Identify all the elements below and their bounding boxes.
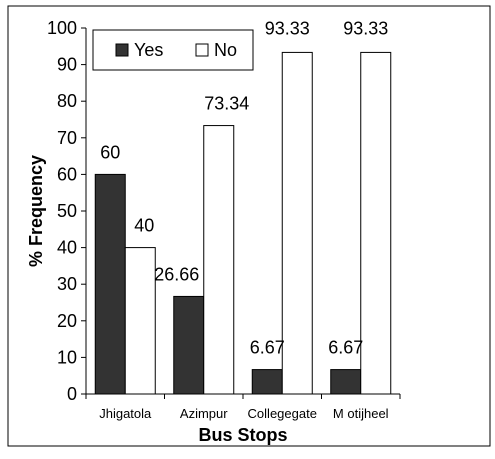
data-label: 26.66 [154, 264, 199, 284]
y-tick-label: 30 [57, 274, 77, 294]
data-label: 93.33 [265, 18, 310, 38]
data-label: 6.67 [328, 338, 363, 358]
y-tick-label: 20 [57, 311, 77, 331]
legend-label-no: No [214, 40, 237, 60]
y-tick-label: 0 [67, 384, 77, 404]
data-label: 73.34 [204, 94, 249, 114]
bar-yes [173, 295, 205, 395]
x-tick-label: Azimpur [180, 406, 228, 421]
bar-yes [330, 369, 362, 395]
legend-swatch-yes [115, 43, 129, 57]
legend: Yes No [92, 29, 254, 71]
y-tick-label: 10 [57, 347, 77, 367]
x-tick-label: Collegegate [248, 406, 317, 421]
x-axis-title: Bus Stops [198, 425, 287, 445]
data-label: 6.67 [250, 338, 285, 358]
y-axis-ticks: 0 10 20 30 40 50 60 70 80 90 100 [47, 18, 86, 404]
bar-yes [251, 369, 283, 395]
chart-border [7, 5, 491, 447]
bar-yes [94, 173, 126, 395]
y-tick-label: 70 [57, 128, 77, 148]
y-tick-label: 60 [57, 164, 77, 184]
x-tick-label: M otijheel [333, 406, 389, 421]
x-axis-ticks: Jhigatola Azimpur Collegegate M otijheel [85, 394, 401, 421]
x-tick-label: Jhigatola [99, 406, 152, 421]
data-labels-group: 60 40 26.66 73.34 6.67 93.33 6.67 93.33 [100, 18, 388, 357]
bar-no [281, 51, 313, 395]
data-label: 40 [134, 216, 154, 236]
y-tick-label: 100 [47, 18, 77, 38]
y-tick-label: 80 [57, 91, 77, 111]
y-axis-title: % Frequency [26, 155, 46, 267]
y-tick-label: 50 [57, 201, 77, 221]
legend-swatch-no [195, 43, 209, 57]
data-label: 60 [100, 142, 120, 162]
bar-no [360, 51, 392, 395]
bar-no [124, 247, 156, 395]
y-tick-label: 40 [57, 238, 77, 258]
legend-label-yes: Yes [134, 40, 163, 60]
bar-no [203, 125, 235, 395]
y-tick-label: 90 [57, 55, 77, 75]
bars-group [94, 51, 392, 395]
data-label: 93.33 [343, 18, 388, 38]
